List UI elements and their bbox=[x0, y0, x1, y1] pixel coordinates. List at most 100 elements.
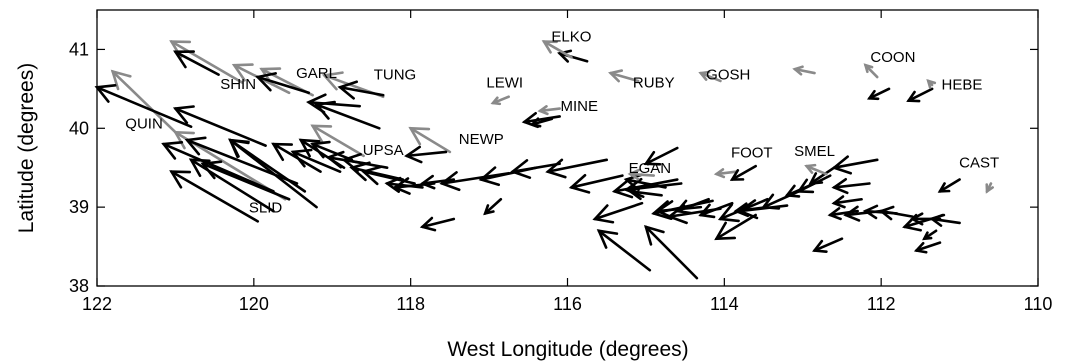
station-label-hebe: HEBE bbox=[942, 77, 983, 94]
vector-arrowhead bbox=[831, 195, 846, 209]
vector-shaft bbox=[628, 172, 656, 177]
vector-arrowhead bbox=[623, 173, 643, 192]
station-label-upsa: UPSA bbox=[363, 142, 404, 159]
vector-arrowhead bbox=[714, 221, 737, 241]
vector-arrowhead bbox=[808, 172, 824, 185]
velocity-vector-gray bbox=[110, 69, 177, 134]
vector-arrowhead bbox=[906, 90, 921, 103]
vector-arrowhead bbox=[831, 155, 853, 175]
vector-shaft bbox=[832, 158, 879, 170]
vector-shaft bbox=[174, 50, 220, 76]
velocity-vector-gray bbox=[863, 63, 879, 79]
vector-arrowhead bbox=[713, 168, 726, 179]
vector-shaft bbox=[530, 117, 554, 126]
vector-arrowhead bbox=[490, 96, 502, 106]
vector-shaft bbox=[644, 146, 679, 166]
velocity-vector-gray bbox=[310, 124, 365, 158]
station-label-egan: EGAN bbox=[629, 160, 672, 177]
station-label-coon: COON bbox=[870, 49, 915, 66]
vector-arrowhead bbox=[796, 178, 815, 194]
vector-arrowhead bbox=[926, 79, 937, 89]
vector-shaft bbox=[307, 100, 361, 108]
velocity-vector-black bbox=[545, 158, 609, 179]
vector-arrowhead bbox=[290, 148, 313, 168]
velocity-vector-black bbox=[831, 177, 871, 195]
velocity-vector-gray bbox=[490, 95, 510, 106]
vector-shaft bbox=[656, 205, 703, 213]
vector-arrowhead bbox=[644, 224, 665, 246]
station-label-gosh: GOSH bbox=[706, 66, 750, 83]
station-label-shin: SHIN bbox=[220, 76, 256, 93]
x-tick-label: 112 bbox=[867, 294, 896, 314]
vector-shaft bbox=[593, 201, 644, 221]
vector-arrowhead bbox=[419, 216, 437, 232]
station-label-newp: NEWP bbox=[459, 131, 504, 148]
vector-shaft bbox=[111, 70, 177, 134]
velocity-vector-black bbox=[698, 201, 734, 219]
vector-arrowhead bbox=[310, 140, 331, 159]
velocity-vector-black bbox=[714, 213, 758, 241]
vector-arrowhead bbox=[392, 177, 411, 195]
velocity-vector-black bbox=[290, 148, 342, 173]
velocity-vector-black bbox=[521, 111, 561, 129]
vector-arrowhead bbox=[717, 203, 740, 223]
vector-shaft bbox=[315, 103, 381, 130]
station-label-ruby: RUBY bbox=[633, 74, 675, 91]
vector-arrowhead bbox=[985, 183, 994, 194]
vector-shaft bbox=[903, 213, 946, 229]
vector-arrowhead bbox=[913, 241, 928, 254]
velocity-vector-black bbox=[827, 207, 859, 221]
velocity-vector-black bbox=[831, 195, 863, 209]
velocity-vector-black bbox=[337, 80, 385, 100]
vector-arrowhead bbox=[314, 100, 336, 120]
vector-arrowhead bbox=[804, 163, 817, 174]
station-label-mine: MINE bbox=[561, 98, 599, 115]
vector-arrowhead bbox=[321, 71, 344, 91]
vector-arrowhead bbox=[439, 171, 461, 192]
vector-shaft bbox=[421, 217, 456, 229]
y-tick-label: 39 bbox=[69, 197, 89, 217]
y-tick-label: 41 bbox=[69, 39, 89, 59]
vector-arrowhead bbox=[627, 168, 641, 181]
vector-arrowhead bbox=[843, 205, 861, 222]
y-tick-label: 40 bbox=[69, 118, 89, 138]
velocity-vector-gray bbox=[537, 105, 561, 116]
vector-arrowhead bbox=[419, 174, 436, 190]
vector-shaft bbox=[538, 107, 561, 113]
velocity-vector-black bbox=[654, 200, 703, 220]
vector-arrowhead bbox=[627, 185, 644, 201]
velocity-vector-gray bbox=[804, 163, 828, 176]
vector-shaft bbox=[570, 174, 624, 189]
y-tick-label: 38 bbox=[69, 276, 89, 296]
vector-arrowhead bbox=[384, 176, 402, 193]
vector-arrowhead bbox=[228, 138, 250, 158]
vector-shaft bbox=[546, 158, 609, 173]
vector-shaft bbox=[95, 85, 193, 129]
vector-arrowhead bbox=[169, 170, 192, 189]
velocity-vector-black bbox=[404, 145, 448, 164]
vector-shaft bbox=[511, 162, 561, 173]
axis-ticks: 122 120 118 116 114 112 110 38 39 40 41 bbox=[69, 10, 1052, 314]
vector-arrowhead bbox=[408, 126, 431, 146]
velocity-vector-gray bbox=[792, 65, 816, 76]
vector-shaft bbox=[907, 87, 934, 102]
vector-shaft bbox=[189, 158, 275, 213]
vector-shaft bbox=[813, 237, 844, 252]
vector-arrowhead bbox=[878, 205, 895, 221]
x-tick-label: 120 bbox=[239, 294, 269, 314]
vector-arrowhead bbox=[623, 177, 645, 199]
vector-shaft bbox=[879, 209, 914, 218]
velocity-vector-black bbox=[596, 229, 652, 272]
velocity-vector-black bbox=[568, 173, 624, 194]
station-label-tung: TUNG bbox=[374, 66, 417, 83]
vector-shaft bbox=[405, 150, 448, 158]
vector-shaft bbox=[597, 229, 652, 272]
velocity-vector-gray bbox=[408, 126, 452, 154]
velocity-vector-black bbox=[831, 155, 879, 175]
vector-arrowhead bbox=[483, 204, 495, 216]
velocity-vector-black bbox=[483, 197, 503, 216]
velocity-vector-gray bbox=[985, 182, 994, 194]
vector-shaft bbox=[930, 217, 961, 225]
velocity-vector-black bbox=[808, 166, 836, 185]
vector-arrowhead bbox=[172, 105, 195, 125]
